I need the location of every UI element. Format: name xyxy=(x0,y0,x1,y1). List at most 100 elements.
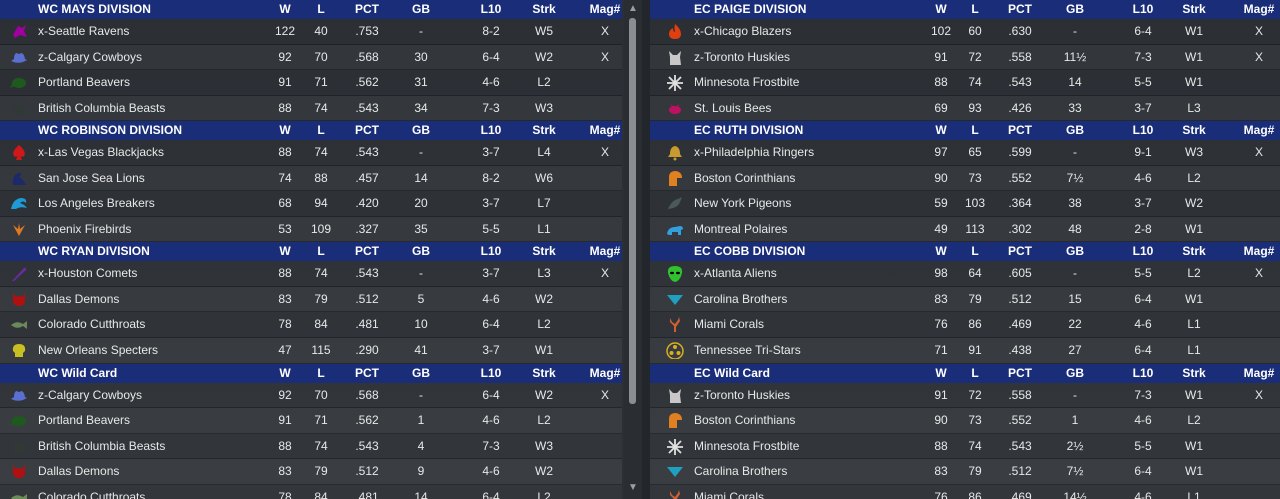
column-header-l[interactable]: L xyxy=(317,2,325,16)
standings-row[interactable]: Minnesota Frostbite 88 74 .543 2½ 5-5 W1 xyxy=(650,434,1280,460)
scroll-down-icon[interactable]: ▼ xyxy=(628,482,638,493)
column-header-strk[interactable]: Strk xyxy=(532,2,556,16)
team-name[interactable]: Montreal Polaires xyxy=(694,221,788,236)
column-header-gb[interactable]: GB xyxy=(1066,2,1084,16)
column-header-gb[interactable]: GB xyxy=(1066,123,1084,138)
column-header-l[interactable]: L xyxy=(317,123,325,138)
team-name[interactable]: Dallas Demons xyxy=(38,464,120,479)
column-header-w[interactable]: W xyxy=(279,365,291,380)
column-header-l10[interactable]: L10 xyxy=(480,2,502,16)
column-header-l[interactable]: L xyxy=(971,2,979,16)
column-header-gb[interactable]: GB xyxy=(412,2,430,16)
team-name[interactable]: Carolina Brothers xyxy=(694,291,788,306)
column-header-gb[interactable]: GB xyxy=(412,244,430,259)
team-name[interactable]: x-Las Vegas Blackjacks xyxy=(38,145,165,160)
standings-row[interactable]: Carolina Brothers 83 79 .512 7½ 6-4 W1 xyxy=(650,459,1280,485)
column-header-strk[interactable]: Strk xyxy=(532,244,556,259)
column-header-pct[interactable]: PCT xyxy=(355,2,379,16)
column-header-strk[interactable]: Strk xyxy=(1182,123,1206,138)
column-header-gb[interactable]: GB xyxy=(1066,365,1084,380)
standings-row[interactable]: Colorado Cutthroats 78 84 .481 10 6-4 L2 xyxy=(0,312,622,339)
team-name[interactable]: San Jose Sea Lions xyxy=(38,170,145,185)
team-name[interactable]: St. Louis Bees xyxy=(694,100,772,115)
column-header-w[interactable]: W xyxy=(935,123,947,138)
standings-row[interactable]: Phoenix Firebirds 53 109 .327 35 5-5 L1 xyxy=(0,217,622,243)
column-header-mag[interactable]: Mag# xyxy=(589,244,621,259)
standings-row[interactable]: Colorado Cutthroats 78 84 .481 14 6-4 L2 xyxy=(0,485,622,499)
column-header-w[interactable]: W xyxy=(935,2,947,16)
standings-row[interactable]: Minnesota Frostbite 88 74 .543 14 5-5 W1 xyxy=(650,70,1280,96)
column-header-pct[interactable]: PCT xyxy=(1008,365,1032,380)
column-header-l10[interactable]: L10 xyxy=(480,244,502,259)
team-name[interactable]: British Columbia Beasts xyxy=(38,438,166,453)
column-header-l[interactable]: L xyxy=(971,365,979,380)
column-header-strk[interactable]: Strk xyxy=(1182,244,1206,259)
standings-row[interactable]: New Orleans Specters 47 115 .290 41 3-7 W1 xyxy=(0,338,622,364)
team-name[interactable]: x-Atlanta Aliens xyxy=(694,266,777,281)
column-header-pct[interactable]: PCT xyxy=(355,365,379,380)
column-header-mag[interactable]: Mag# xyxy=(589,365,621,380)
column-header-mag[interactable]: Mag# xyxy=(589,123,621,138)
standings-row[interactable]: Boston Corinthians 90 73 .552 7½ 4-6 L2 xyxy=(650,166,1280,192)
team-name[interactable]: New Orleans Specters xyxy=(38,343,159,358)
column-header-l10[interactable]: L10 xyxy=(1132,123,1154,138)
team-name[interactable]: Carolina Brothers xyxy=(694,464,788,479)
column-header-l[interactable]: L xyxy=(317,365,325,380)
column-header-mag[interactable]: Mag# xyxy=(1243,244,1275,259)
team-name[interactable]: Portland Beavers xyxy=(38,413,131,428)
team-name[interactable]: Colorado Cutthroats xyxy=(38,489,146,499)
standings-row[interactable]: Dallas Demons 83 79 .512 5 4-6 W2 xyxy=(0,287,622,313)
team-name[interactable]: z-Toronto Huskies xyxy=(694,49,791,64)
column-header-l[interactable]: L xyxy=(971,244,979,259)
standings-row[interactable]: San Jose Sea Lions 74 88 .457 14 8-2 W6 xyxy=(0,166,622,192)
standings-row[interactable]: British Columbia Beasts 88 74 .543 4 7-3 W3 xyxy=(0,434,622,460)
column-header-strk[interactable]: Strk xyxy=(1182,2,1206,16)
team-name[interactable]: x-Seattle Ravens xyxy=(38,24,130,38)
standings-row[interactable]: Montreal Polaires 49 113 .302 48 2-8 W1 xyxy=(650,217,1280,243)
column-header-l10[interactable]: L10 xyxy=(1132,244,1154,259)
standings-row[interactable]: x-Seattle Ravens 122 40 .753 - 8-2 W5 X xyxy=(0,19,622,45)
standings-row[interactable]: Dallas Demons 83 79 .512 9 4-6 W2 xyxy=(0,459,622,485)
column-header-strk[interactable]: Strk xyxy=(1182,365,1206,380)
standings-row[interactable]: Boston Corinthians 90 73 .552 1 4-6 L2 xyxy=(650,408,1280,434)
column-header-mag[interactable]: Mag# xyxy=(1243,2,1275,16)
column-header-w[interactable]: W xyxy=(935,244,947,259)
scroll-thumb[interactable] xyxy=(629,18,636,404)
team-name[interactable]: New York Pigeons xyxy=(694,196,792,211)
column-header-pct[interactable]: PCT xyxy=(1008,244,1032,259)
team-name[interactable]: Boston Corinthians xyxy=(694,413,796,428)
column-header-pct[interactable]: PCT xyxy=(1008,2,1032,16)
standings-row[interactable]: Portland Beavers 91 71 .562 31 4-6 L2 xyxy=(0,70,622,96)
standings-row[interactable]: British Columbia Beasts 88 74 .543 34 7-3 W3 xyxy=(0,96,622,122)
column-header-pct[interactable]: PCT xyxy=(355,244,379,259)
column-header-l10[interactable]: L10 xyxy=(480,123,502,138)
team-name[interactable]: Minnesota Frostbite xyxy=(694,75,800,90)
team-name[interactable]: Portland Beavers xyxy=(38,75,131,90)
column-header-gb[interactable]: GB xyxy=(1066,244,1084,259)
column-header-l[interactable]: L xyxy=(317,244,325,259)
column-header-l10[interactable]: L10 xyxy=(1132,365,1154,380)
team-name[interactable]: Minnesota Frostbite xyxy=(694,438,800,453)
team-name[interactable]: Los Angeles Breakers xyxy=(38,196,155,211)
standings-row[interactable]: z-Toronto Huskies 91 72 .558 - 7-3 W1 X xyxy=(650,383,1280,409)
standings-row[interactable]: z-Toronto Huskies 91 72 .558 11½ 7-3 W1 X xyxy=(650,45,1280,71)
team-name[interactable]: z-Calgary Cowboys xyxy=(38,49,143,64)
standings-row[interactable]: z-Calgary Cowboys 92 70 .568 - 6-4 W2 X xyxy=(0,383,622,409)
standings-row[interactable]: x-Atlanta Aliens 98 64 .605 - 5-5 L2 X xyxy=(650,261,1280,287)
column-header-mag[interactable]: Mag# xyxy=(1243,123,1275,138)
standings-row[interactable]: St. Louis Bees 69 93 .426 33 3-7 L3 xyxy=(650,96,1280,122)
standings-row[interactable]: z-Calgary Cowboys 92 70 .568 30 6-4 W2 X xyxy=(0,45,622,71)
team-name[interactable]: x-Chicago Blazers xyxy=(694,24,792,38)
column-header-mag[interactable]: Mag# xyxy=(589,2,621,16)
column-header-gb[interactable]: GB xyxy=(412,365,430,380)
column-header-strk[interactable]: Strk xyxy=(532,365,556,380)
team-name[interactable]: Phoenix Firebirds xyxy=(38,221,132,236)
standings-row[interactable]: Los Angeles Breakers 68 94 .420 20 3-7 L7 xyxy=(0,191,622,217)
column-header-pct[interactable]: PCT xyxy=(355,123,379,138)
column-header-w[interactable]: W xyxy=(279,123,291,138)
team-name[interactable]: x-Philadelphia Ringers xyxy=(694,145,815,160)
column-header-gb[interactable]: GB xyxy=(412,123,430,138)
column-header-strk[interactable]: Strk xyxy=(532,123,556,138)
standings-row[interactable]: Portland Beavers 91 71 .562 1 4-6 L2 xyxy=(0,408,622,434)
column-header-pct[interactable]: PCT xyxy=(1008,123,1032,138)
